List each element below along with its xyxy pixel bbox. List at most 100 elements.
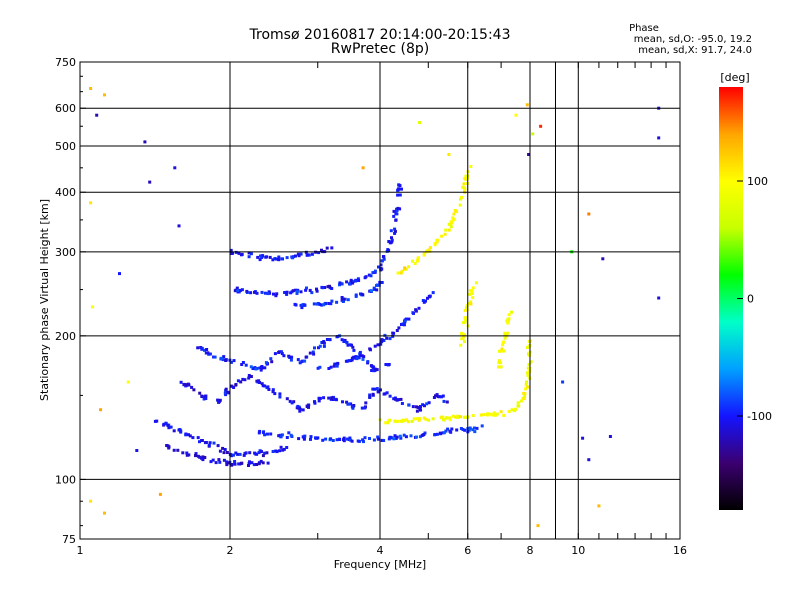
data-point xyxy=(418,121,421,124)
data-point xyxy=(400,187,403,191)
data-point xyxy=(375,284,378,287)
data-point xyxy=(387,419,391,423)
data-point xyxy=(414,405,418,409)
data-point xyxy=(263,433,267,437)
data-point xyxy=(252,463,256,467)
data-point xyxy=(298,407,302,410)
data-point xyxy=(416,259,420,263)
data-point xyxy=(273,392,277,396)
data-point xyxy=(350,405,354,409)
data-point xyxy=(510,310,513,314)
data-point xyxy=(352,279,355,283)
data-point xyxy=(325,246,329,250)
data-point xyxy=(310,291,314,295)
data-point xyxy=(172,448,176,452)
data-point xyxy=(499,410,503,414)
data-point xyxy=(601,257,605,261)
data-point xyxy=(199,346,203,349)
data-point xyxy=(395,329,399,332)
data-point xyxy=(464,306,468,309)
data-point xyxy=(99,408,103,412)
data-point xyxy=(417,418,421,422)
data-point xyxy=(403,266,407,270)
data-point xyxy=(289,358,293,362)
data-point xyxy=(527,153,531,156)
data-point xyxy=(373,387,376,391)
data-point xyxy=(420,434,424,437)
data-point xyxy=(361,438,365,442)
data-point xyxy=(352,355,356,359)
data-point xyxy=(272,292,275,296)
data-point xyxy=(236,379,240,383)
data-point xyxy=(355,357,359,361)
data-point xyxy=(431,417,435,421)
data-point xyxy=(395,212,399,216)
data-point xyxy=(522,391,526,395)
data-point xyxy=(514,113,518,117)
data-point xyxy=(277,434,281,438)
data-point xyxy=(521,396,525,400)
data-point xyxy=(342,438,345,442)
data-point xyxy=(294,254,297,258)
data-point xyxy=(495,412,499,416)
data-point xyxy=(269,357,273,361)
data-point xyxy=(234,383,238,387)
y-tick-label: 600 xyxy=(55,102,76,115)
data-point xyxy=(223,448,227,451)
data-point xyxy=(209,460,213,464)
data-point xyxy=(91,305,95,309)
data-point xyxy=(349,402,353,406)
data-point xyxy=(260,450,263,454)
data-point xyxy=(275,450,279,454)
data-point xyxy=(300,306,304,310)
data-point xyxy=(366,360,370,364)
data-point xyxy=(349,278,353,282)
data-point xyxy=(433,243,437,247)
data-point xyxy=(328,338,332,342)
data-point xyxy=(225,463,229,467)
data-point xyxy=(335,335,339,339)
data-point xyxy=(505,319,509,323)
data-point xyxy=(338,438,342,441)
data-point xyxy=(172,429,176,433)
data-point xyxy=(230,384,234,388)
data-point xyxy=(411,311,415,315)
data-point xyxy=(386,421,390,425)
data-point xyxy=(216,398,220,402)
data-point xyxy=(240,252,244,256)
data-point xyxy=(330,299,334,303)
data-point xyxy=(243,452,247,456)
data-point xyxy=(187,433,190,437)
data-point xyxy=(350,343,353,347)
data-point xyxy=(184,383,188,387)
data-point xyxy=(470,289,474,293)
data-point xyxy=(468,426,472,430)
data-point xyxy=(328,284,331,288)
data-point xyxy=(278,449,282,453)
data-point xyxy=(233,462,237,466)
data-point xyxy=(526,373,530,377)
data-point xyxy=(316,366,320,370)
data-point xyxy=(388,394,392,398)
data-point xyxy=(290,355,294,359)
data-point xyxy=(335,398,338,402)
data-point xyxy=(427,248,431,252)
y-tick-label: 500 xyxy=(55,140,76,153)
data-point xyxy=(383,392,387,396)
data-point xyxy=(340,338,344,342)
data-point xyxy=(304,288,308,292)
data-point xyxy=(587,458,591,462)
data-point xyxy=(501,343,505,347)
data-point xyxy=(400,419,404,423)
data-point xyxy=(475,426,479,430)
data-point xyxy=(329,437,333,441)
data-point xyxy=(438,431,442,435)
data-point xyxy=(169,425,173,429)
data-point xyxy=(490,413,494,417)
data-point xyxy=(407,317,411,321)
data-point xyxy=(177,224,181,228)
data-point xyxy=(321,341,325,344)
data-point xyxy=(373,344,377,348)
data-point xyxy=(89,499,93,503)
data-point xyxy=(527,345,531,348)
